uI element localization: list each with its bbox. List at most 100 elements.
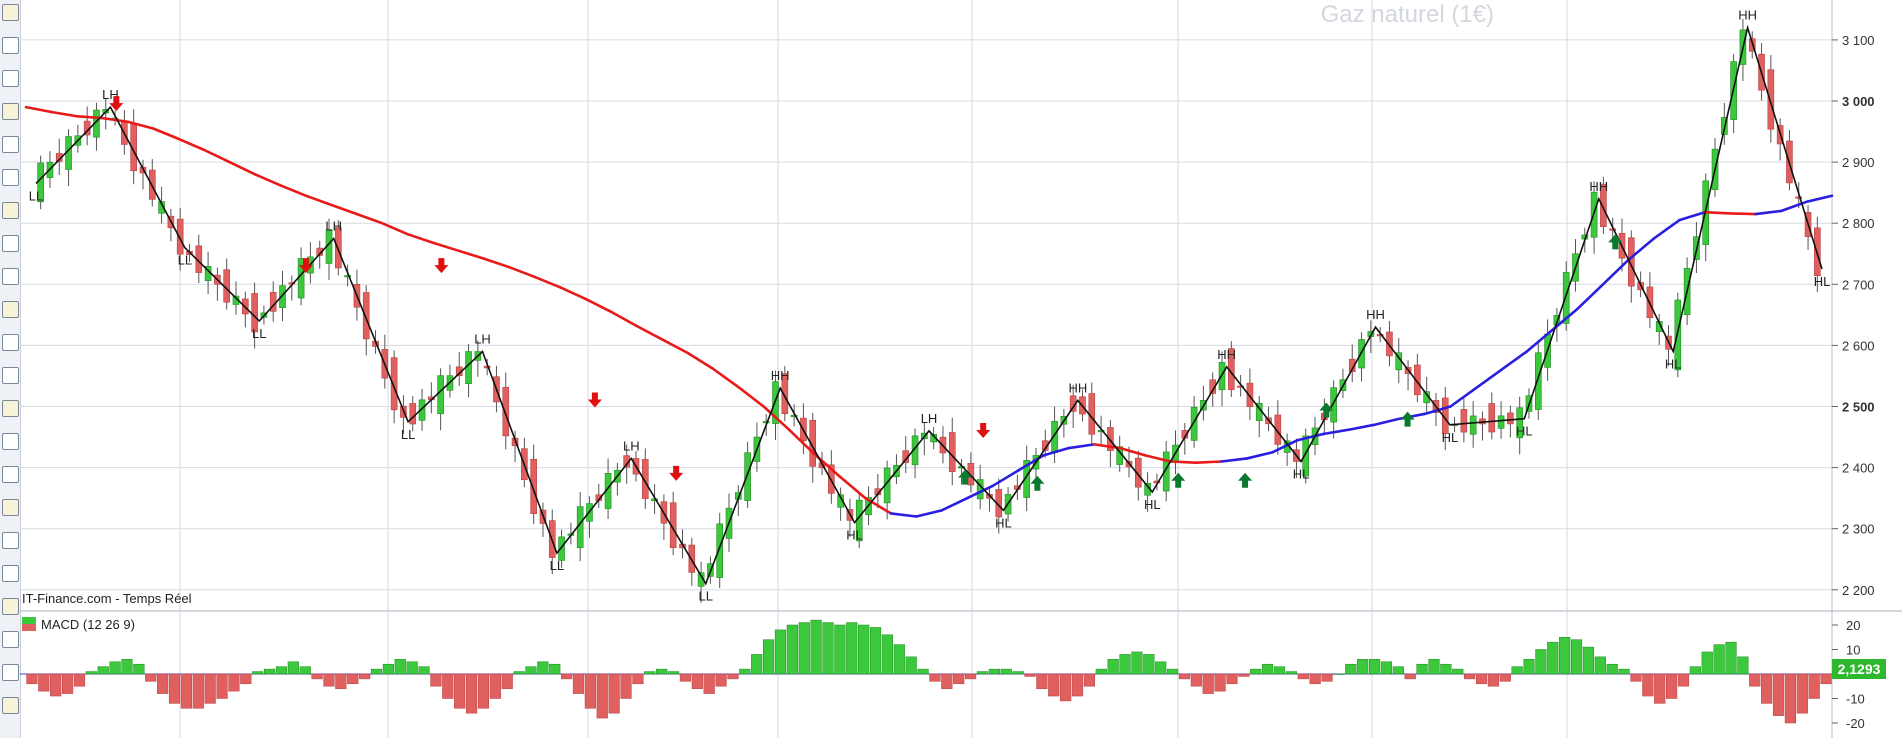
price-tick-label: 2 300 [1842,522,1875,537]
moving-average-segment [1143,454,1172,463]
macd-bar [1440,663,1452,675]
channel-icon[interactable] [2,367,19,384]
macd-bar [1475,673,1488,685]
line-icon[interactable] [2,235,19,252]
sell-arrow-icon [109,96,124,112]
macd-bar [953,673,965,685]
moving-average-segment [1372,417,1401,427]
candle-body [1097,430,1105,433]
macd-bar [964,673,977,680]
sell-arrow-icon [587,392,602,408]
buy-arrow-icon [1238,472,1253,488]
pencil-icon[interactable] [2,70,19,87]
swing-label: HH [771,368,790,383]
moving-average-segment [1805,194,1834,204]
macd-bar [1725,641,1737,675]
candle-body [1134,457,1142,488]
macd-bar [1582,646,1595,675]
moving-average-segment [1601,258,1630,286]
swing-label: HL [846,528,863,543]
swing-label: HL [1293,466,1310,481]
fan-icon[interactable] [2,664,19,681]
bell-icon[interactable] [2,37,19,54]
macd-bar [1761,673,1773,704]
fibonacci-icon[interactable] [2,400,19,417]
macd-legend-swatch-down [22,624,36,631]
pointer-icon[interactable] [2,4,19,21]
hline-icon[interactable] [2,301,19,318]
macd-bar [608,673,620,714]
magnet-icon[interactable] [2,169,19,186]
ellipse-icon[interactable] [2,532,19,549]
moving-average-segment [838,475,867,500]
macd-bar [727,673,739,680]
candle-body [502,386,510,437]
delete-icon[interactable] [2,697,19,714]
moving-average-segment [1728,212,1757,216]
moving-average-segment [1703,210,1732,215]
swing-label: LL [178,253,192,268]
moving-average-segment [940,496,969,512]
moving-average-segment [558,286,587,301]
macd-bar [347,673,359,685]
macd-bar [703,673,715,694]
ruler-icon[interactable] [2,103,19,120]
macd-bar [1285,671,1297,675]
macd-bar [1820,673,1832,685]
candle-body [1330,387,1337,423]
macd-tick-label: -10 [1846,692,1865,707]
price-tick-label: 2 700 [1842,277,1875,292]
moving-average-segment [151,127,180,141]
macd-bar [168,673,181,704]
candle-body [790,414,798,417]
rectangle-icon[interactable] [2,499,19,516]
candle-body [437,375,444,415]
macd-bar [1737,656,1749,675]
macd-bar [1784,673,1797,724]
macd-bar [1083,673,1095,687]
candle-body [335,227,342,269]
zigzag-path [35,24,1823,586]
text-icon[interactable] [2,433,19,450]
macd-bar [38,673,50,692]
macd-bar [1262,663,1274,675]
candle-body [911,435,919,466]
pitchfork-icon[interactable] [2,631,19,648]
macd-bar [240,673,252,685]
macd-bar [1155,661,1167,675]
macd-tick-label: 10 [1846,643,1860,658]
buy-arrow-icon [1171,472,1186,488]
sell-arrow-icon [298,258,313,274]
macd-legend[interactable]: MACD (12 26 9) [22,617,135,632]
moving-average-segment [507,265,537,279]
price-chart[interactable]: Gaz naturel (1€) LL LH LL LL LH LL LH LL LH LL HH H… [20,0,1902,738]
sell-arrow-icon [669,465,684,481]
moving-average-segment [1423,405,1452,416]
price-axis: 3 100 3 000 2 900 2 800 2 700 2 600 2 500 2 400… [1832,33,1875,598]
candle-body [1516,407,1523,439]
moving-average-segment [202,148,231,164]
drawing-toolbar [0,0,21,738]
macd-current-value: 2,1293 [1838,661,1881,677]
comment-icon[interactable] [2,466,19,483]
macd-bar [1190,673,1202,687]
line-icon[interactable] [2,202,19,219]
moving-average-segment [253,173,282,187]
moving-average-segment [711,367,740,389]
pen-icon[interactable] [2,136,19,153]
macd-bar [715,673,727,687]
macd-bar [525,666,537,675]
arrow-icon[interactable] [2,565,19,582]
macd-bar [1357,659,1369,675]
gann-icon[interactable] [2,598,19,615]
macd-bar [1095,668,1107,675]
macd-bar [632,673,644,685]
candle-body [530,458,537,515]
candle-body [1348,358,1356,372]
line-icon[interactable] [2,268,19,285]
macd-bar [1000,668,1012,675]
vline-icon[interactable] [2,334,19,351]
candle-body [409,403,417,425]
macd-axis: 20 10 -10 -20 [1832,618,1865,731]
macd-bar [1618,668,1630,675]
